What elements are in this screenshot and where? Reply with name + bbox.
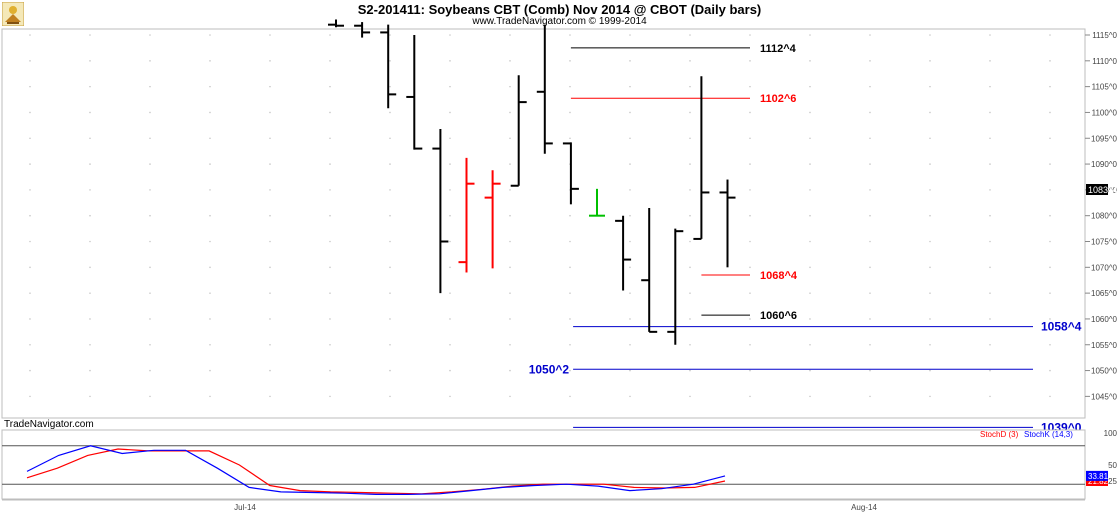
chart-copyright: www.TradeNavigator.com © 1999-2014 [472, 16, 647, 27]
stochastic-panel [1, 429, 1086, 500]
stoch-tick-label: 100 [1104, 429, 1118, 438]
level-label: 1102^6 [760, 93, 796, 105]
level-label: 1050^2 [529, 362, 570, 376]
stoch-series-line [26, 448, 726, 495]
y-tick-label: 1095^0 [1091, 134, 1118, 143]
trade-navigator-logo-icon [2, 2, 24, 26]
stoch-tick-label: 25 [1108, 477, 1117, 486]
ohlc-bar [562, 142, 579, 205]
stoch-tick-label: 50 [1108, 461, 1117, 470]
level-line: 1112^4 [570, 43, 797, 55]
price-axis: 1115^01110^01105^01100^01095^01090^01085… [1084, 29, 1118, 418]
ohlc-bar [667, 228, 684, 345]
y-tick-label: 1075^0 [1091, 238, 1118, 247]
main-plot-area [1, 28, 1086, 419]
level-line: 1068^4 [701, 270, 798, 282]
x-tick-label: Jul-14 [234, 503, 256, 512]
level-label: 1058^4 [1041, 320, 1082, 334]
ohlc-bar [510, 75, 527, 187]
level-line: 1050^2 [529, 362, 1033, 376]
y-tick-label: 1045^0 [1091, 392, 1118, 401]
ohlc-bar [484, 170, 501, 269]
date-axis: Jul-14 Aug-14 [2, 499, 1085, 512]
x-tick-label: Aug-14 [851, 503, 877, 512]
chart-title: S2-201411: Soybeans CBT (Comb) Nov 2014 … [357, 2, 762, 17]
level-label: 1112^4 [760, 43, 797, 55]
last-price-marker: 1083^4 [1086, 184, 1117, 195]
main-grid [29, 34, 1051, 398]
watermark-label: TradeNavigator.com [4, 419, 94, 430]
level-line: 1060^6 [701, 310, 797, 322]
ohlc-bars [328, 19, 736, 345]
ohlc-bar [406, 35, 423, 150]
y-tick-label: 1055^0 [1091, 341, 1118, 350]
y-tick-label: 1090^0 [1091, 160, 1118, 169]
ohlc-bar [641, 207, 658, 333]
y-tick-label: 1100^0 [1092, 108, 1118, 117]
stoch-last-value: 33.81 [1088, 472, 1109, 481]
ohlc-bar [719, 179, 736, 268]
stoch-series-line [26, 445, 726, 495]
y-tick-label: 1105^0 [1092, 83, 1118, 92]
ohlc-bar [458, 157, 475, 273]
y-tick-label: 1080^0 [1091, 212, 1118, 221]
chart-header: S2-201411: Soybeans CBT (Comb) Nov 2014 … [0, 0, 1119, 30]
level-label: 1060^6 [760, 310, 797, 322]
stochastic-lines [26, 445, 726, 495]
stoch-last-value: 21.82 [1088, 477, 1109, 486]
stoch-d-legend: StochD (3) [980, 430, 1019, 439]
ohlc-bar [589, 188, 605, 217]
ohlc-bar [536, 24, 553, 154]
y-tick-label: 1060^0 [1091, 315, 1118, 324]
ohlc-bar [380, 24, 397, 109]
ohlc-bar [693, 76, 710, 240]
ohlc-bar [615, 215, 632, 291]
ohlc-bar [432, 128, 449, 294]
ohlc-bar [354, 22, 371, 38]
level-line: 1102^6 [570, 93, 796, 105]
last-price-label: 1083^4 [1088, 185, 1117, 195]
y-tick-label: 1050^0 [1091, 367, 1118, 376]
ohlc-bar [328, 19, 344, 28]
level-label: 1068^4 [760, 270, 798, 282]
y-tick-label: 1110^0 [1092, 57, 1117, 66]
stoch-k-legend: StochK (14,3) [1024, 430, 1073, 439]
y-tick-label: 1070^0 [1091, 263, 1118, 272]
y-tick-label: 1065^0 [1091, 289, 1118, 298]
y-tick-label: 1115^0 [1092, 31, 1117, 40]
